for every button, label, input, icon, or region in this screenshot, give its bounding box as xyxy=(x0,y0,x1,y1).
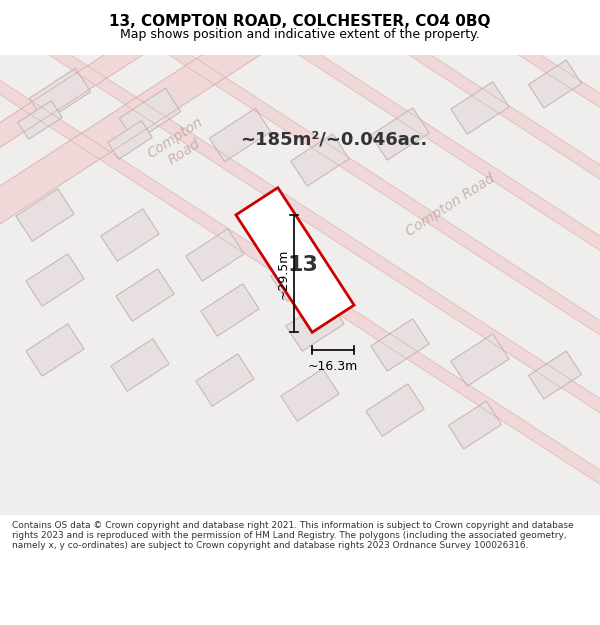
Polygon shape xyxy=(449,401,502,449)
Polygon shape xyxy=(271,249,329,301)
Polygon shape xyxy=(49,55,600,515)
Polygon shape xyxy=(451,334,509,386)
Polygon shape xyxy=(0,0,600,180)
Polygon shape xyxy=(186,229,244,281)
Polygon shape xyxy=(0,0,600,256)
Polygon shape xyxy=(371,319,429,371)
Polygon shape xyxy=(101,209,159,261)
Text: 13, COMPTON ROAD, COLCHESTER, CO4 0BQ: 13, COMPTON ROAD, COLCHESTER, CO4 0BQ xyxy=(109,14,491,29)
Polygon shape xyxy=(29,68,91,122)
Polygon shape xyxy=(371,107,429,160)
Polygon shape xyxy=(209,108,271,162)
Text: Contains OS data © Crown copyright and database right 2021. This information is : Contains OS data © Crown copyright and d… xyxy=(12,521,574,550)
Polygon shape xyxy=(409,55,600,515)
Text: ~16.3m: ~16.3m xyxy=(308,361,358,373)
Polygon shape xyxy=(16,189,74,241)
Text: Compton
Road: Compton Road xyxy=(145,115,215,175)
Text: ~29.5m: ~29.5m xyxy=(276,248,289,299)
Polygon shape xyxy=(519,55,600,515)
Text: ~185m²/~0.046ac.: ~185m²/~0.046ac. xyxy=(240,131,427,149)
Polygon shape xyxy=(281,369,339,421)
Polygon shape xyxy=(26,254,84,306)
Polygon shape xyxy=(286,299,344,351)
Polygon shape xyxy=(236,188,354,332)
Polygon shape xyxy=(366,384,424,436)
Polygon shape xyxy=(119,88,181,142)
Polygon shape xyxy=(291,134,349,186)
Polygon shape xyxy=(18,101,62,139)
Polygon shape xyxy=(111,339,169,391)
Text: Compton Road: Compton Road xyxy=(403,171,497,239)
Text: 13: 13 xyxy=(287,255,319,275)
Polygon shape xyxy=(169,55,600,515)
Polygon shape xyxy=(196,354,254,406)
Polygon shape xyxy=(529,60,581,108)
Polygon shape xyxy=(0,55,600,515)
Text: Map shows position and indicative extent of the property.: Map shows position and indicative extent… xyxy=(120,28,480,41)
Polygon shape xyxy=(201,284,259,336)
Polygon shape xyxy=(26,324,84,376)
Polygon shape xyxy=(529,351,581,399)
Polygon shape xyxy=(108,121,152,159)
Polygon shape xyxy=(451,82,509,134)
Polygon shape xyxy=(299,55,600,515)
Polygon shape xyxy=(116,269,174,321)
